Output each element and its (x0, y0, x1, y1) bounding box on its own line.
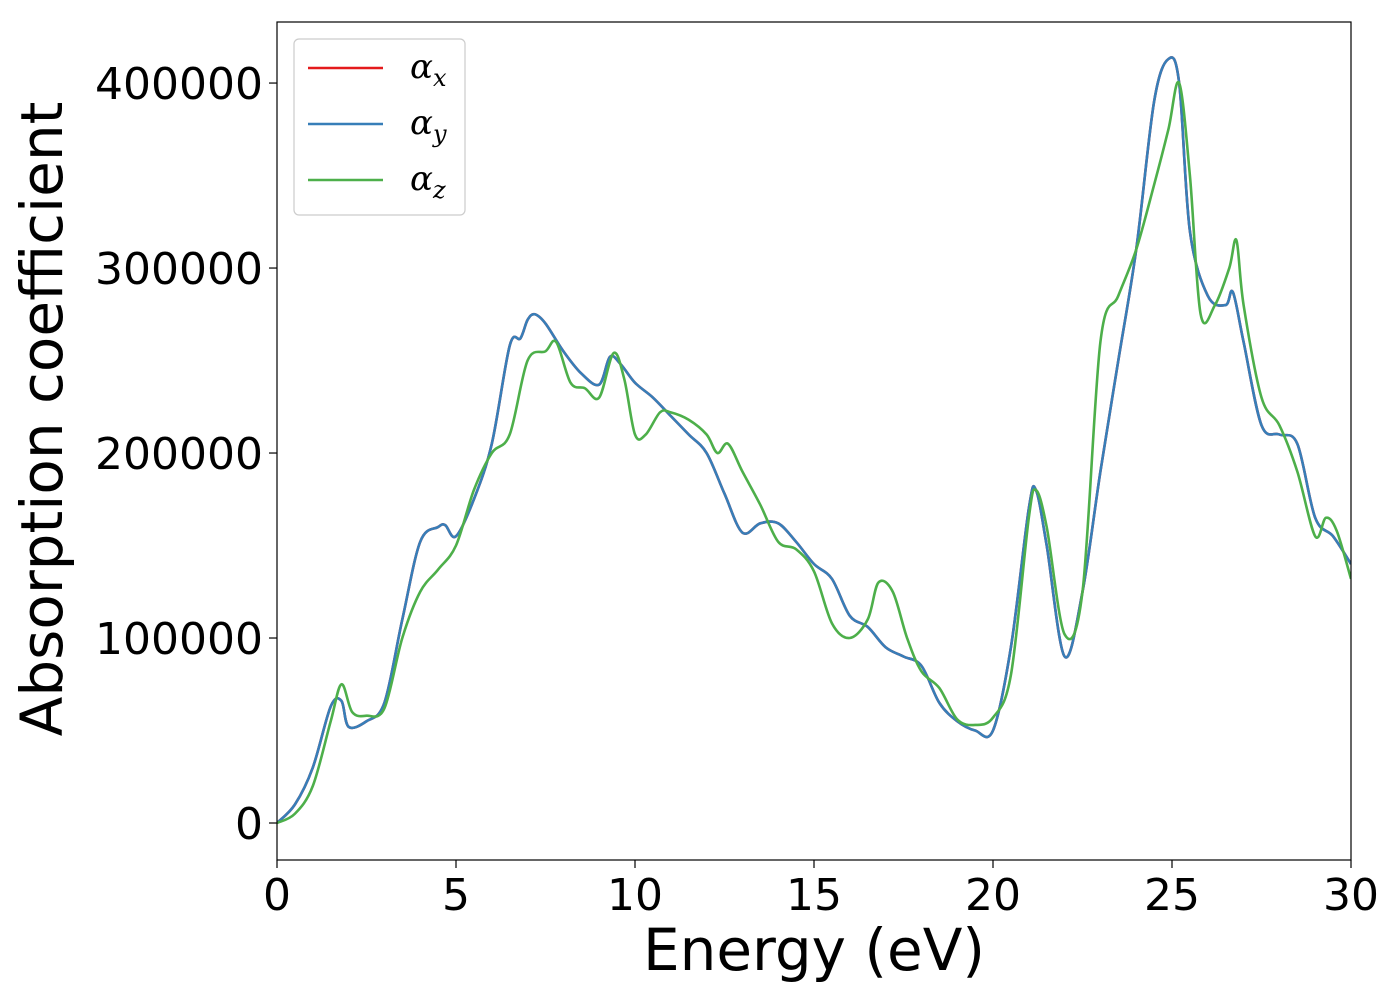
series-lines (277, 56, 1351, 825)
y-tick-label: 0 (235, 799, 263, 850)
legend: αx αy αz (293, 38, 466, 216)
x-tick-label: 5 (442, 870, 470, 921)
y-tick-label: 100000 (95, 614, 263, 665)
legend-label-z: αz (410, 159, 446, 204)
x-tick-label: 15 (786, 870, 842, 921)
y-tick-label: 400000 (95, 59, 263, 110)
y-axis-label: Absorption coefficient (8, 102, 76, 737)
x-axis-label: Energy (eV) (643, 916, 985, 984)
series-line-z (277, 80, 1351, 825)
y-axis-ticks: 0 100000 200000 300000 400000 (95, 59, 277, 850)
x-tick-label: 0 (263, 870, 291, 921)
x-tick-label: 30 (1323, 870, 1379, 921)
y-tick-label: 200000 (95, 429, 263, 480)
legend-label-y: αy (410, 103, 447, 148)
x-tick-label: 10 (607, 870, 663, 921)
legend-box (293, 38, 466, 216)
x-tick-label: 25 (1144, 870, 1200, 921)
legend-label-x: αx (410, 47, 447, 92)
x-tick-label: 20 (965, 870, 1021, 921)
x-axis-ticks: 0 5 10 15 20 25 30 (263, 860, 1379, 921)
y-tick-label: 300000 (95, 244, 263, 295)
